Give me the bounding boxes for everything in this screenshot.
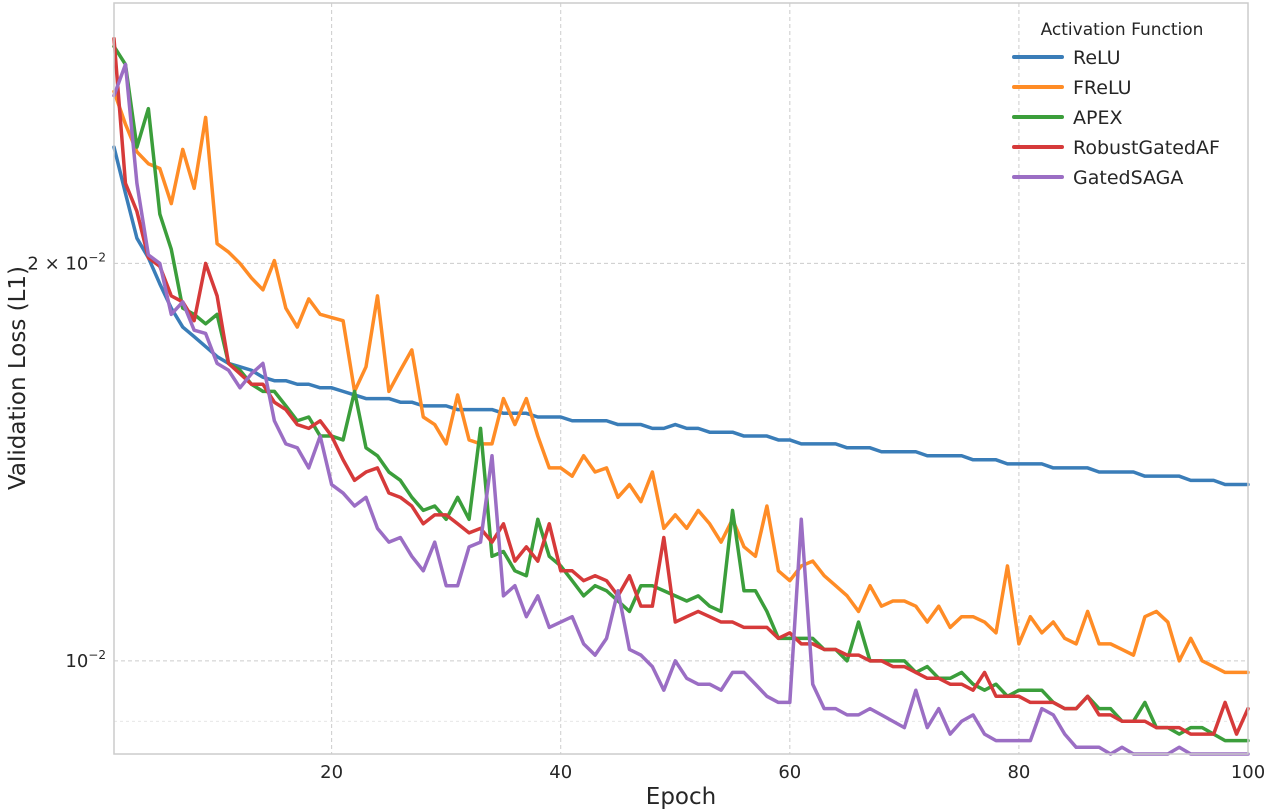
y-axis-title: Validation Loss (L1)	[5, 266, 31, 490]
x-tick-label: 40	[549, 762, 572, 783]
legend-items: ReLU FReLU APEX RobustGatedAF GatedSAGA	[1012, 47, 1220, 189]
x-tick-label: 80	[1007, 762, 1030, 783]
x-tick-label: 20	[320, 762, 343, 783]
y-tick-label: 10−2	[65, 648, 106, 672]
series-line-frelu	[112, 89, 1250, 675]
plot-frame	[113, 2, 1249, 755]
legend-label-apex: APEX	[1073, 107, 1122, 129]
x-axis-title: Epoch	[646, 784, 716, 810]
y-axis-ticks: 10−2 2 × 10−2	[27, 250, 106, 671]
series-lines	[112, 36, 1250, 756]
x-tick-label: 60	[778, 762, 801, 783]
legend-title: Activation Function	[1041, 20, 1204, 40]
series-line-relu	[112, 145, 1250, 487]
legend-label-robustgatedaf: RobustGatedAF	[1073, 137, 1220, 159]
legend-label-gatedsaga: GatedSAGA	[1073, 167, 1183, 189]
legend-label-frelu: FReLU	[1073, 77, 1132, 99]
y-tick-label: 2 × 10−2	[27, 250, 106, 274]
legend-label-relu: ReLU	[1073, 47, 1121, 69]
series-line-robustgatedaf	[112, 36, 1250, 736]
legend: Activation Function ReLU FReLU APEX RobustG…	[1012, 20, 1220, 189]
x-tick-label: 100	[1231, 762, 1265, 783]
series-line-gatedsaga	[112, 62, 1250, 756]
x-axis-ticks: 20 40 60 80 100	[320, 762, 1265, 783]
